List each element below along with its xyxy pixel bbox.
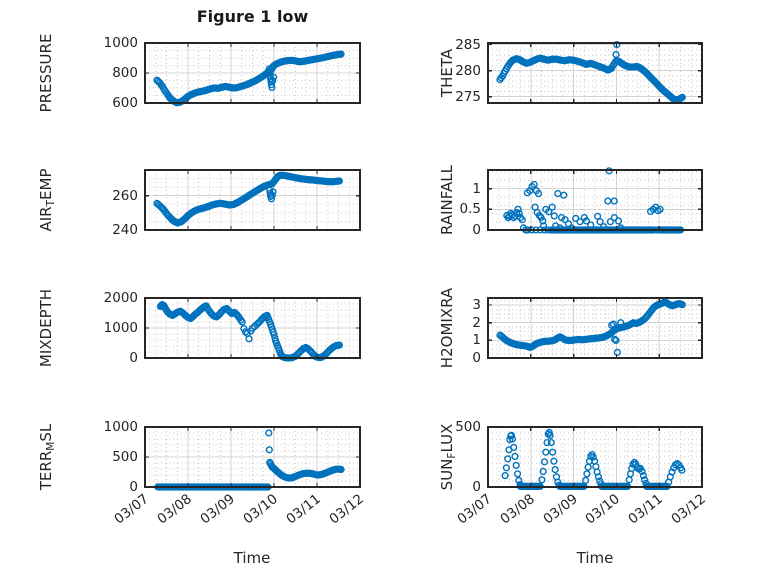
axes-frame bbox=[487, 297, 703, 359]
y-tick-label-h2omixra: 2 bbox=[472, 314, 481, 331]
subplot-theta bbox=[487, 40, 703, 105]
data-markers bbox=[153, 171, 344, 227]
y-tick-label-air-temp: 260 bbox=[112, 187, 138, 204]
x-axis-label-right: Time bbox=[576, 549, 614, 567]
x-tick-label: 03/11 bbox=[283, 491, 324, 528]
y-tick-label-h2omixra: 1 bbox=[472, 332, 481, 349]
x-tick-label: 03/10 bbox=[240, 491, 281, 528]
y-tick-label-terr-msl: 500 bbox=[112, 449, 138, 465]
subplot-rainfall bbox=[487, 167, 703, 234]
y-tick-label-rainfall: 0 bbox=[472, 222, 481, 238]
tick-marks bbox=[144, 170, 361, 231]
tick-marks bbox=[487, 426, 703, 488]
data-markers bbox=[501, 428, 686, 491]
axes-frame bbox=[487, 169, 703, 231]
y-tick-label-theta: 280 bbox=[455, 62, 481, 79]
y-tick-label-h2omixra: 0 bbox=[472, 350, 481, 366]
axes-frame bbox=[487, 426, 703, 488]
tick-marks bbox=[487, 43, 703, 103]
y-tick-label-terr-msl: 0 bbox=[129, 479, 138, 495]
data-markers bbox=[496, 40, 686, 105]
x-tick-label: 03/10 bbox=[582, 491, 624, 528]
subplot-mixdepth bbox=[144, 297, 361, 362]
data-markers bbox=[153, 50, 345, 107]
x-tick-label: 03/11 bbox=[625, 491, 667, 528]
y-tick-label-sun-flux: 0 bbox=[472, 479, 481, 495]
subplot-terr-msl bbox=[144, 426, 361, 491]
axes-frame bbox=[487, 42, 703, 104]
tick-marks bbox=[144, 42, 361, 104]
y-tick-label-pressure: 1000 bbox=[103, 35, 138, 51]
y-axis-label-terr-msl: TERRMSL bbox=[37, 423, 57, 491]
x-axis-label-left: Time bbox=[233, 549, 271, 567]
x-tick-label: 03/09 bbox=[539, 491, 581, 528]
y-tick-label-pressure: 600 bbox=[112, 95, 138, 111]
x-tick-label: 03/08 bbox=[497, 491, 538, 528]
y-tick-label-mixdepth: 0 bbox=[129, 350, 138, 366]
x-tick-label: 03/08 bbox=[154, 491, 195, 528]
tick-marks bbox=[144, 426, 361, 488]
subplot-pressure bbox=[144, 42, 361, 107]
y-tick-label-rainfall: 1 bbox=[472, 180, 481, 197]
subplot-air-temp bbox=[144, 169, 361, 231]
tick-marks bbox=[487, 170, 703, 231]
y-tick-label-air-temp: 240 bbox=[112, 222, 138, 238]
x-tick-label: 03/12 bbox=[326, 491, 367, 528]
y-tick-label-rainfall: 0.5 bbox=[459, 201, 481, 218]
data-markers bbox=[156, 301, 344, 362]
x-tick-label: 03/07 bbox=[111, 491, 152, 528]
figure-title: Figure 1 low bbox=[196, 7, 309, 26]
y-tick-label-h2omixra: 3 bbox=[472, 297, 481, 314]
y-tick-label-theta: 275 bbox=[455, 88, 481, 105]
y-tick-label-theta: 285 bbox=[455, 36, 481, 53]
subplot-h2omixra bbox=[487, 297, 703, 359]
x-tick-label: 03/12 bbox=[668, 491, 709, 528]
y-tick-label-sun-flux: 500 bbox=[455, 419, 481, 435]
data-markers bbox=[496, 298, 686, 357]
y-tick-label-mixdepth: 2000 bbox=[103, 290, 138, 306]
y-tick-label-pressure: 800 bbox=[112, 65, 138, 81]
subplot-sun-flux bbox=[487, 426, 703, 491]
axes-frame bbox=[144, 169, 361, 231]
y-tick-label-terr-msl: 1000 bbox=[103, 419, 138, 435]
y-tick-label-mixdepth: 1000 bbox=[103, 320, 138, 336]
tick-marks bbox=[144, 297, 361, 359]
tick-marks bbox=[487, 298, 703, 359]
x-tick-label: 03/09 bbox=[197, 491, 238, 528]
